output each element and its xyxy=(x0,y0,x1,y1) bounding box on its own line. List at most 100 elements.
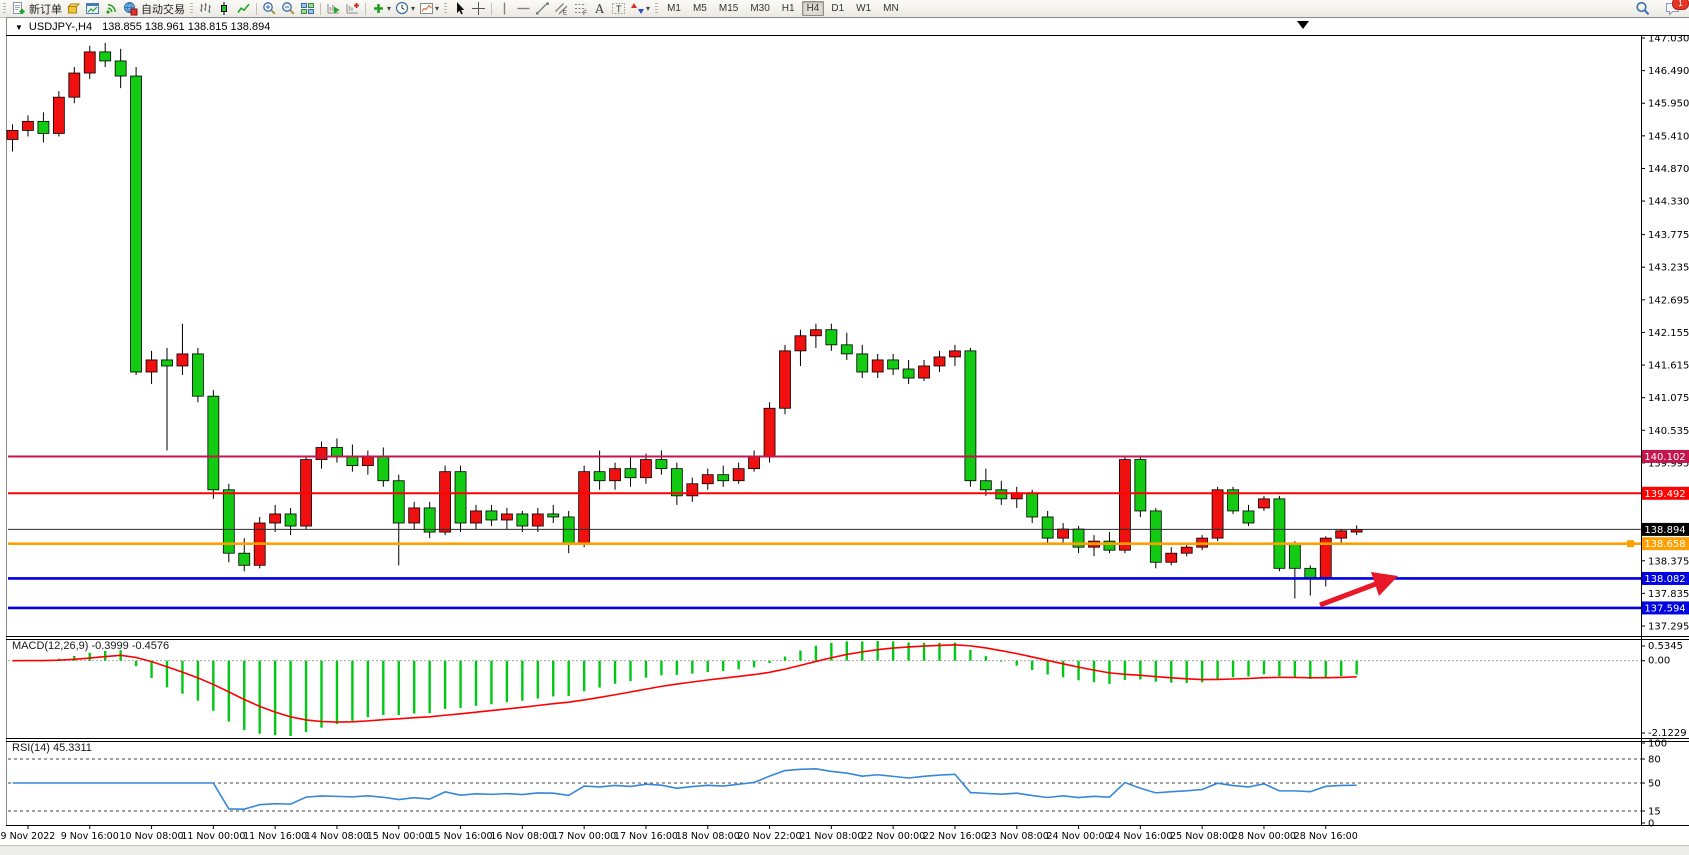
axis-text: 10 Nov 08:00 xyxy=(120,831,184,842)
price-badge[interactable] xyxy=(1642,449,1689,463)
auto-trading-icon xyxy=(124,2,138,16)
trendline-tool-button[interactable] xyxy=(533,1,552,17)
axis-text: 22 Nov 16:00 xyxy=(923,831,987,842)
trend-arrow[interactable] xyxy=(1319,579,1382,608)
candle xyxy=(1057,528,1069,539)
chevron-down-icon: ▾ xyxy=(435,3,440,13)
axis-text: 50 xyxy=(1648,779,1661,790)
candle xyxy=(454,471,467,524)
toolbar-grip[interactable] xyxy=(3,2,6,15)
candle xyxy=(871,359,884,373)
strategy-tester-button[interactable] xyxy=(324,1,343,17)
notifications-button[interactable]: 1 xyxy=(1663,0,1689,17)
market-watch-icon xyxy=(67,3,81,14)
chart-dropdown-caret[interactable]: ▼ xyxy=(15,22,23,32)
auto-trading-button[interactable]: 自动交易 xyxy=(121,1,187,17)
data-window-button[interactable] xyxy=(343,1,362,17)
tab-timeframe-mn[interactable]: MN xyxy=(883,3,899,14)
channel-tool-button[interactable]: E xyxy=(552,1,571,17)
candle xyxy=(500,513,513,521)
vertical-line-tool-button[interactable] xyxy=(495,1,514,17)
price-badge[interactable] xyxy=(1642,486,1689,500)
price-badge[interactable] xyxy=(1642,537,1689,551)
bar-chart-icon xyxy=(200,3,211,13)
axis-text: -2.1229 xyxy=(1648,728,1687,739)
candle xyxy=(933,356,946,367)
candle xyxy=(732,468,745,482)
text-label-tool-button[interactable]: T xyxy=(609,1,628,17)
search-button[interactable] xyxy=(1633,1,1653,17)
candle xyxy=(624,468,637,479)
tab-timeframe-m30[interactable]: M30 xyxy=(750,3,770,14)
axis-text: 138.658 xyxy=(1644,539,1685,550)
candle xyxy=(423,507,436,533)
tab-timeframe-d1[interactable]: D1 xyxy=(831,3,845,14)
zoom-out-button[interactable] xyxy=(279,1,298,17)
tab-timeframe-h1[interactable]: H1 xyxy=(781,3,795,14)
axis-text: 142.155 xyxy=(1648,328,1689,339)
price-badge[interactable] xyxy=(1642,522,1689,536)
tab-timeframe-m15[interactable]: M15 xyxy=(718,3,739,14)
market-watch-button[interactable] xyxy=(64,1,83,17)
tab-timeframe-m1[interactable]: M1 xyxy=(667,3,681,14)
candle xyxy=(130,75,143,373)
candle xyxy=(1288,543,1301,569)
candle xyxy=(331,447,343,457)
templates-menu-button[interactable]: ▾ xyxy=(417,1,441,17)
axis-text: 24 Nov 16:00 xyxy=(1108,831,1172,842)
new-order-button[interactable]: 新订单 xyxy=(9,1,64,17)
candle xyxy=(1103,540,1116,551)
chart-canvas[interactable]: 147.030 146.490 145.950 145.410 144.870 144.3… xyxy=(0,35,1689,846)
cursor-icon xyxy=(457,2,465,15)
axis-text: 137.594 xyxy=(1644,603,1685,614)
candle xyxy=(176,353,189,367)
toolbar-grip[interactable] xyxy=(655,2,659,15)
line-handle[interactable] xyxy=(1627,540,1634,548)
main-toolbar: 新订单 自动交易 xyxy=(0,0,1689,18)
text-tool-button[interactable]: A xyxy=(590,1,609,17)
candle xyxy=(346,456,359,467)
chart-background xyxy=(0,35,1689,846)
zoom-in-button[interactable] xyxy=(260,1,279,17)
candle xyxy=(670,468,683,497)
crosshair-tool-button[interactable] xyxy=(469,1,488,17)
axis-text: 137.295 xyxy=(1648,621,1689,632)
price-badge[interactable] xyxy=(1642,571,1689,585)
cursor-tool-button[interactable] xyxy=(450,1,469,17)
fibonacci-tool-button[interactable]: F xyxy=(571,1,590,17)
candle xyxy=(1119,459,1131,551)
axis-text: 15 xyxy=(1648,807,1661,818)
axis-text: 11 Nov 00:00 xyxy=(181,831,245,842)
tab-timeframe-w1[interactable]: W1 xyxy=(856,3,872,14)
candle xyxy=(222,489,235,554)
toolbar-grip[interactable] xyxy=(444,2,448,15)
candlestick-chart-button[interactable] xyxy=(215,1,234,17)
bar-chart-button[interactable] xyxy=(196,1,215,17)
axis-text: 140.102 xyxy=(1644,452,1685,463)
axis-text: 138.082 xyxy=(1644,574,1685,585)
trend-arrow-head[interactable] xyxy=(1371,572,1398,596)
tab-timeframe-h4[interactable]: H4 xyxy=(801,1,825,16)
toolbar-grip[interactable] xyxy=(190,2,193,15)
candle xyxy=(1134,459,1147,512)
macd-signal-line xyxy=(12,644,1357,723)
candle xyxy=(392,480,405,524)
tile-windows-button[interactable] xyxy=(298,1,317,17)
periods-menu-button[interactable]: ▾ xyxy=(393,1,417,17)
arrows-tool-button[interactable]: ▾ xyxy=(628,1,652,17)
axis-text: 141.075 xyxy=(1648,393,1689,404)
candle xyxy=(191,353,204,397)
axis-text: 143.775 xyxy=(1648,230,1689,241)
line-chart-button[interactable] xyxy=(234,1,253,17)
axis-text: 145.950 xyxy=(1648,99,1689,110)
signals-button[interactable] xyxy=(102,1,121,17)
tab-timeframe-m5[interactable]: M5 xyxy=(692,3,707,14)
chart-window-button[interactable] xyxy=(83,1,102,17)
candle xyxy=(114,60,127,77)
horizontal-line-tool-button[interactable] xyxy=(514,1,533,17)
indicators-menu-button[interactable]: ▾ xyxy=(369,1,393,17)
price-badge[interactable] xyxy=(1642,601,1689,615)
axis-text: 17 Nov 00:00 xyxy=(552,831,616,842)
axis-text: 11 Nov 16:00 xyxy=(243,831,307,842)
chart-shift-marker[interactable] xyxy=(1297,21,1309,29)
